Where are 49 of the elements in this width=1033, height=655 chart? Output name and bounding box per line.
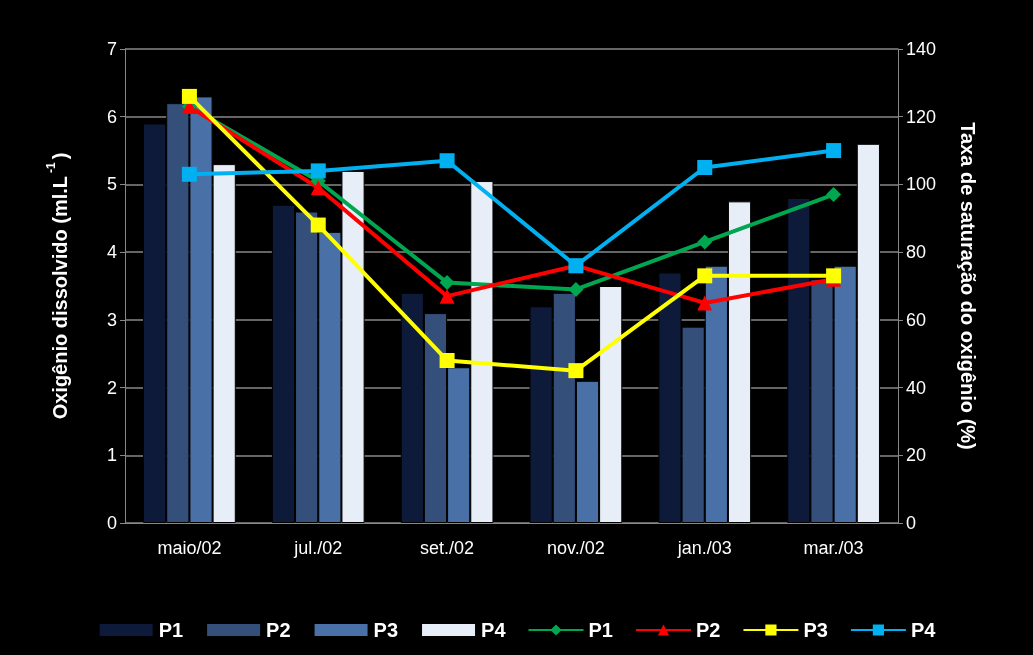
point <box>439 153 455 169</box>
legend-label: P1 <box>158 619 184 641</box>
y-tick-label: 4 <box>106 242 117 263</box>
legend-label: P2 <box>266 619 291 641</box>
y-tick-label: 6 <box>106 106 117 127</box>
y2-tick-label: 80 <box>906 242 927 263</box>
point <box>439 288 455 304</box>
y2-tick-label: 40 <box>906 377 927 398</box>
point <box>826 143 842 159</box>
x-tick-label: mar./03 <box>803 538 864 558</box>
legend-label: P4 <box>910 619 937 641</box>
y2-tick-label: 100 <box>906 174 937 195</box>
y2-tick-label: 60 <box>906 309 927 330</box>
x-tick-label: maio/02 <box>157 538 222 558</box>
point <box>310 180 326 196</box>
y-tick-label: 2 <box>106 377 117 398</box>
y-tick-label: 5 <box>106 174 117 195</box>
y-tick-label: 7 <box>106 39 117 59</box>
y2-axis-title: Taxa de saturação do oxigênio (%) <box>957 122 979 450</box>
point <box>697 160 713 175</box>
point <box>310 163 326 179</box>
point <box>181 166 197 182</box>
x-tick-label: jul./02 <box>293 538 343 558</box>
legend-label: P3 <box>373 619 399 641</box>
y-tick-label: 1 <box>106 445 117 466</box>
point <box>697 268 713 284</box>
point <box>181 88 197 104</box>
legend-label: P4 <box>481 619 507 641</box>
x-tick-label: set./02 <box>420 538 475 558</box>
point <box>826 187 842 203</box>
y-tick-label: 3 <box>106 309 117 330</box>
y-tick-label: 0 <box>106 513 117 533</box>
point <box>697 295 713 311</box>
x-tick-label: nov./02 <box>547 538 605 558</box>
point <box>439 275 455 291</box>
y-axis-title: Oxigênio dissolvido (ml.L-1) <box>44 152 71 420</box>
y2-tick-label: 120 <box>906 106 937 127</box>
x-tick-label: jan./03 <box>676 538 732 558</box>
legend-label: P1 <box>588 619 613 641</box>
point <box>568 281 584 297</box>
y2-tick-label: 140 <box>906 39 937 59</box>
point <box>439 352 455 368</box>
point <box>697 234 713 250</box>
y2-tick-label: 0 <box>906 513 917 533</box>
legend-label: P3 <box>803 619 828 641</box>
point <box>310 217 326 233</box>
point <box>568 363 584 379</box>
y2-tick-label: 20 <box>906 445 927 466</box>
legend-label: P2 <box>695 619 721 641</box>
